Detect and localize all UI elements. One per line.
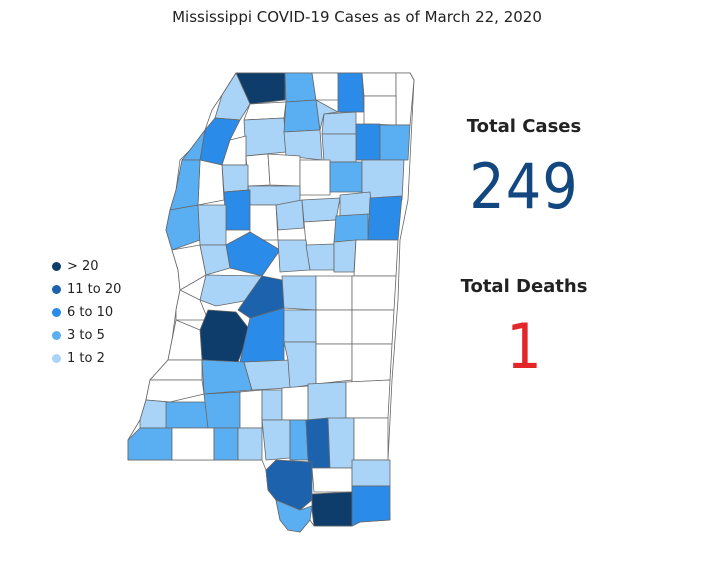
county bbox=[283, 99, 321, 133]
county bbox=[284, 72, 317, 103]
county bbox=[197, 159, 225, 206]
county bbox=[149, 359, 203, 381]
county bbox=[199, 244, 231, 276]
county bbox=[327, 417, 355, 469]
county bbox=[311, 72, 341, 101]
county bbox=[321, 133, 357, 163]
legend-label: 1 to 2 bbox=[67, 351, 105, 366]
county bbox=[165, 204, 201, 251]
county bbox=[171, 244, 207, 291]
map-title: Mississippi COVID-19 Cases as of March 2… bbox=[172, 8, 542, 26]
legend-swatch bbox=[52, 354, 61, 363]
county bbox=[243, 101, 287, 121]
county bbox=[339, 191, 373, 217]
county bbox=[281, 385, 309, 421]
county bbox=[303, 219, 337, 246]
county bbox=[361, 72, 397, 97]
county bbox=[351, 309, 395, 345]
county bbox=[221, 164, 249, 193]
county bbox=[261, 419, 291, 461]
county bbox=[345, 379, 391, 419]
county bbox=[351, 485, 391, 527]
county bbox=[305, 243, 335, 271]
county bbox=[169, 159, 201, 211]
county bbox=[311, 467, 353, 493]
county bbox=[351, 343, 393, 383]
county bbox=[261, 389, 283, 421]
total-deaths-value: 1 bbox=[506, 310, 542, 383]
county bbox=[379, 124, 411, 161]
legend-swatch bbox=[52, 262, 61, 271]
county bbox=[315, 275, 353, 311]
county bbox=[351, 459, 391, 487]
county bbox=[245, 153, 271, 187]
county bbox=[223, 189, 251, 231]
county bbox=[337, 72, 365, 113]
county bbox=[355, 123, 381, 161]
county bbox=[329, 161, 363, 193]
county bbox=[275, 499, 313, 533]
total-deaths-label: Total Deaths bbox=[460, 276, 588, 297]
legend-swatch bbox=[52, 331, 61, 340]
legend-swatch bbox=[52, 308, 61, 317]
county bbox=[367, 195, 403, 241]
county bbox=[277, 239, 311, 273]
county bbox=[301, 197, 341, 223]
total-cases-value: 249 bbox=[469, 150, 579, 223]
county bbox=[267, 153, 301, 187]
legend-label: 6 to 10 bbox=[67, 305, 114, 320]
legend-label: 3 to 5 bbox=[67, 328, 105, 343]
county bbox=[175, 289, 209, 321]
county bbox=[315, 309, 353, 345]
legend-item: 3 to 5 bbox=[52, 324, 121, 347]
county bbox=[333, 213, 369, 243]
county bbox=[351, 275, 397, 311]
county bbox=[353, 417, 389, 461]
legend-item: 11 to 20 bbox=[52, 278, 121, 301]
legend-item: > 20 bbox=[52, 255, 121, 278]
county bbox=[281, 275, 317, 311]
county bbox=[139, 399, 171, 429]
county bbox=[307, 381, 347, 421]
legend-label: 11 to 20 bbox=[67, 282, 122, 297]
county bbox=[237, 427, 263, 461]
county bbox=[289, 419, 309, 461]
county bbox=[275, 199, 305, 231]
map-legend: > 20 11 to 20 6 to 10 3 to 5 1 to 2 bbox=[52, 255, 121, 370]
county bbox=[315, 343, 353, 385]
county bbox=[311, 491, 353, 527]
county bbox=[197, 204, 227, 246]
county bbox=[283, 309, 317, 343]
legend-item: 6 to 10 bbox=[52, 301, 121, 324]
legend-item: 1 to 2 bbox=[52, 347, 121, 370]
county bbox=[265, 459, 313, 511]
county bbox=[305, 417, 331, 469]
county bbox=[353, 239, 399, 277]
county bbox=[333, 239, 357, 273]
county bbox=[214, 72, 251, 121]
county bbox=[213, 427, 239, 461]
county bbox=[165, 401, 209, 429]
county bbox=[171, 427, 215, 461]
county bbox=[239, 389, 263, 429]
county bbox=[299, 159, 331, 196]
county bbox=[321, 111, 357, 135]
county bbox=[363, 95, 397, 126]
county bbox=[203, 391, 241, 429]
county bbox=[243, 359, 291, 391]
legend-swatch bbox=[52, 285, 61, 294]
county bbox=[243, 117, 287, 157]
total-cases-label: Total Cases bbox=[466, 116, 582, 137]
legend-label: > 20 bbox=[67, 259, 99, 274]
